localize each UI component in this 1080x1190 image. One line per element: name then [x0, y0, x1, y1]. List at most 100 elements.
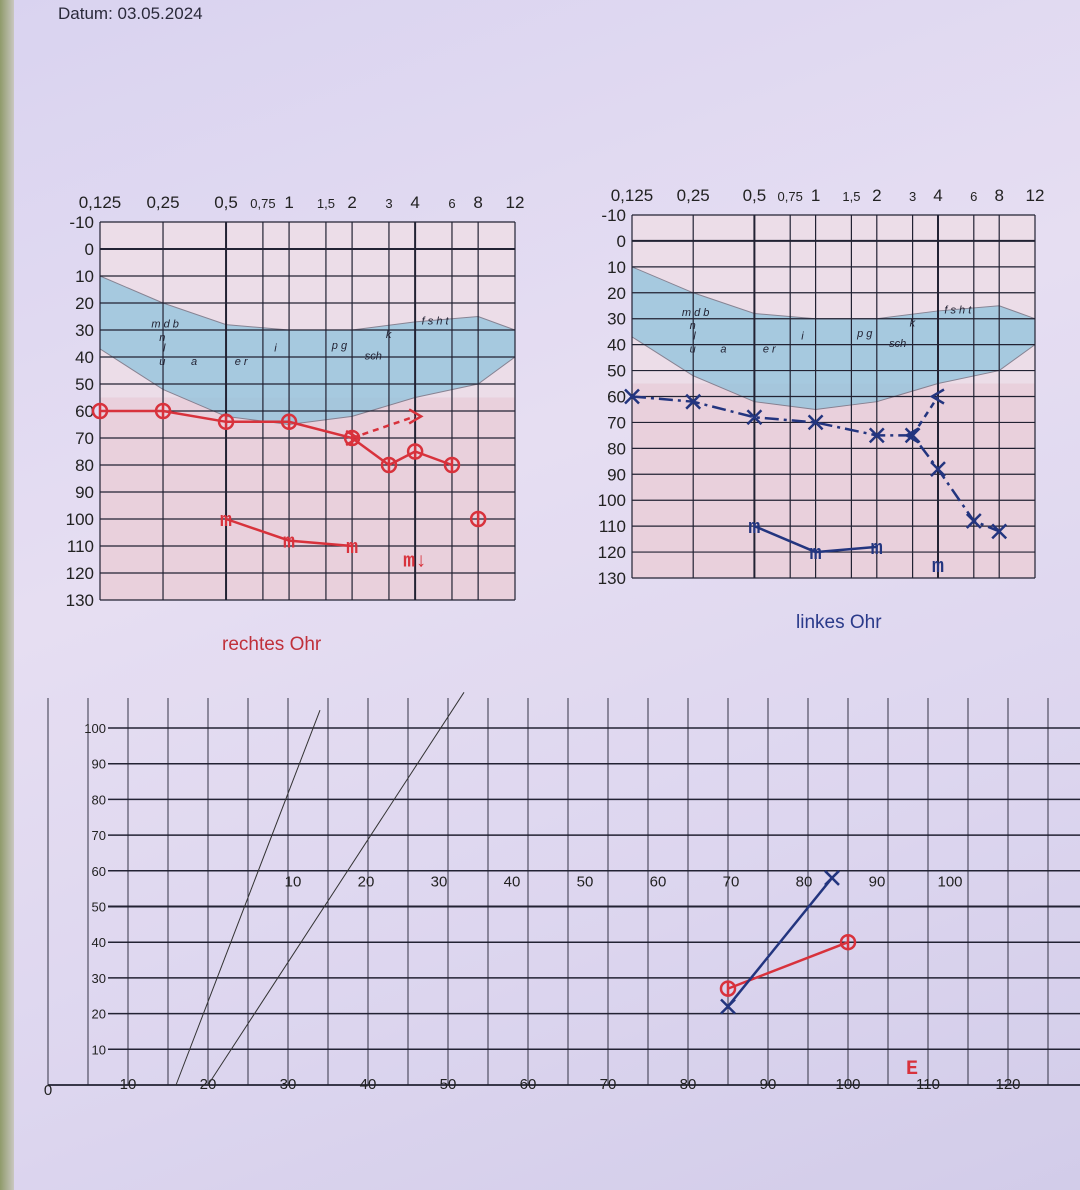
number-test-tick-label: 10 [285, 874, 302, 891]
x-tick-label: 1 [811, 186, 820, 205]
reference-curve [207, 692, 465, 1086]
y-tick-label: -10 [601, 206, 626, 225]
x-tick-label: 2 [347, 193, 356, 212]
y-tick-label: 40 [607, 336, 626, 355]
data-point-m: m [220, 510, 232, 533]
data-point-sym [345, 429, 361, 447]
y-tick-label: 70 [607, 413, 626, 432]
x-tick-label: 0,25 [677, 186, 710, 205]
y-tick-label: 110 [599, 517, 626, 536]
y-tick-label: 80 [75, 456, 94, 475]
pink-zone [632, 383, 1035, 578]
data-point-X [624, 388, 640, 405]
phoneme-label: m d b [151, 318, 179, 330]
y-tick-label: 50 [92, 900, 106, 915]
x-tick-label: 120 [995, 1076, 1020, 1093]
series-line [911, 395, 940, 437]
phoneme-label: f s h t [422, 316, 450, 328]
number-test-tick-label: 40 [504, 874, 521, 891]
y-tick-label: 20 [607, 284, 626, 303]
data-point-sym [408, 408, 424, 425]
x-tick-label: 0 [44, 1082, 52, 1099]
y-tick-label: 50 [75, 375, 94, 394]
y-tick-label: 50 [607, 362, 626, 381]
x-tick-label: 100 [835, 1076, 860, 1093]
data-point-X [868, 427, 885, 444]
x-tick-label: 12 [1026, 186, 1045, 205]
y-tick-label: 70 [92, 828, 106, 843]
y-tick-label: 130 [66, 591, 94, 610]
series-line [727, 941, 849, 990]
data-point-X [746, 409, 763, 426]
x-tick-label: 40 [360, 1076, 377, 1093]
x-tick-label: 1,5 [317, 196, 335, 211]
number-test-tick-label: 20 [358, 874, 375, 891]
phoneme-label: e r [235, 356, 249, 368]
phoneme-label: l [693, 330, 696, 342]
number-test-tick-label: 60 [650, 874, 667, 891]
x-tick-label: 90 [760, 1076, 777, 1093]
y-tick-label: 100 [598, 491, 626, 510]
y-tick-label: 0 [617, 232, 626, 251]
x-tick-label: 0,5 [743, 186, 767, 205]
x-tick-label: 0,75 [250, 196, 275, 211]
data-point-X [965, 513, 982, 529]
y-tick-label: 80 [607, 439, 626, 458]
x-tick-label: 4 [410, 193, 419, 212]
phoneme-label: a [720, 343, 726, 355]
speech-audiogram: 10 20 30 40 50 60 70 80 90 100 0 10 20 30 40 50 60 70 80 90… [44, 692, 1080, 1099]
y-tick-label: -10 [69, 213, 94, 232]
y-tick-label: 10 [92, 1042, 106, 1057]
y-tick-label: 130 [598, 569, 626, 588]
phoneme-label: u [159, 356, 165, 368]
y-tick-label: 110 [67, 537, 94, 556]
y-tick-label: 120 [598, 543, 626, 562]
phoneme-label: e r [763, 343, 777, 355]
phoneme-label: i [274, 343, 277, 355]
y-tick-label: 40 [92, 935, 106, 950]
x-tick-label: 6 [448, 196, 455, 211]
number-test-tick-label: 30 [431, 874, 448, 891]
x-tick-label: 3 [909, 189, 916, 204]
data-point-m: m [871, 538, 883, 561]
x-tick-label: 110 [916, 1076, 940, 1093]
phoneme-label: n [159, 332, 165, 344]
y-tick-label: 20 [75, 294, 94, 313]
data-point-X [930, 461, 946, 477]
x-tick-label: 0,125 [79, 193, 122, 212]
y-tick-label: 30 [607, 310, 626, 329]
left-ear-caption: linkes Ohr [796, 612, 882, 633]
data-point-m: m [346, 537, 358, 560]
x-tick-label: 2 [872, 186, 881, 205]
x-tick-label: 0,125 [611, 186, 654, 205]
y-tick-label: 30 [92, 971, 106, 986]
x-tick-label: 0,25 [146, 193, 179, 212]
reference-curve [175, 709, 321, 1086]
x-tick-label: 50 [440, 1076, 457, 1093]
y-tick-label: 120 [66, 564, 94, 583]
number-test-tick-label: 90 [869, 874, 886, 891]
phoneme-label: i [801, 330, 804, 342]
y-tick-label: 70 [75, 429, 94, 448]
y-tick-label: 40 [75, 348, 94, 367]
x-tick-label: 8 [473, 193, 482, 212]
x-tick-label: 60 [520, 1076, 537, 1093]
phoneme-label: m d b [682, 307, 710, 319]
number-test-tick-label: 50 [577, 874, 594, 891]
y-tick-label: 90 [92, 757, 106, 772]
x-tick-label: 3 [385, 196, 392, 211]
y-tick-label: 60 [75, 402, 94, 421]
x-tick-label: 10 [120, 1076, 137, 1093]
data-point-sym [929, 388, 945, 405]
data-point-sym [904, 427, 920, 444]
data-point-m: m [810, 543, 822, 566]
y-tick-label: 30 [75, 321, 94, 340]
speech-point-X [824, 870, 840, 886]
y-tick-label: 10 [607, 258, 626, 277]
data-point-X [991, 523, 1008, 540]
number-test-tick-label: 80 [796, 874, 813, 891]
y-tick-label: 10 [75, 267, 94, 286]
x-tick-label: 1 [284, 193, 293, 212]
data-point-m: m [932, 556, 944, 579]
